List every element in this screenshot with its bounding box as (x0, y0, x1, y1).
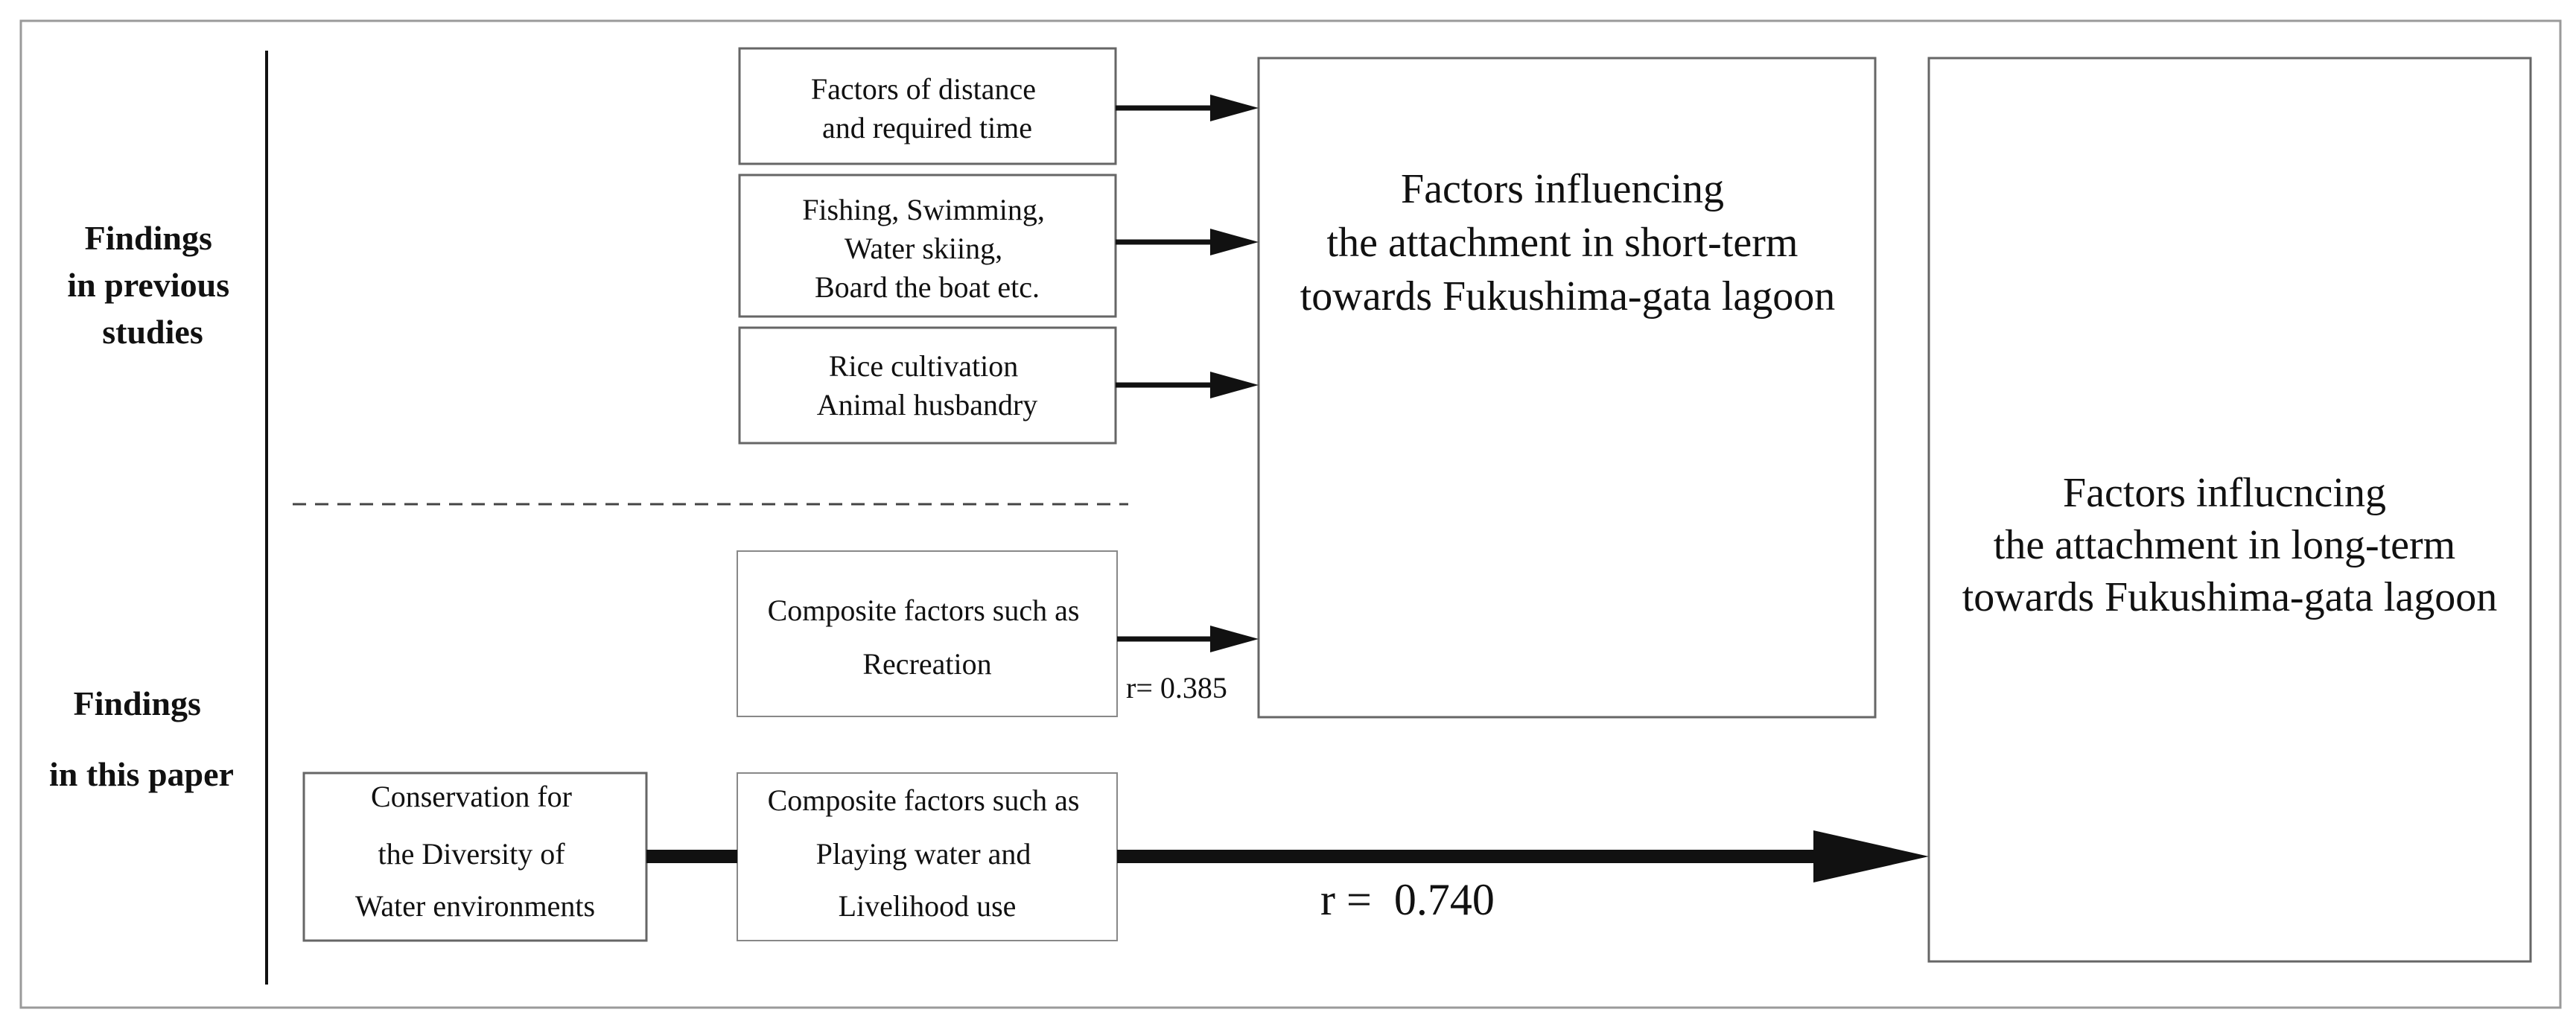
box-distance-time: Factors of distance and required time (738, 47, 1117, 165)
correlation-playing: r = 0.740 (1320, 875, 1495, 924)
svg-text:Factors influencing the: Factors influencing the attachment in sh… (1300, 166, 1836, 319)
svg-text:Factors of distance and: Factors of distance and required time (811, 72, 1043, 144)
findings-previous-label: Findings in previous studies (67, 219, 238, 351)
arrow-recreation (1117, 626, 1259, 652)
box-fishing-swimming: Fishing, Swimming, Water skiing, Board t… (738, 174, 1117, 318)
svg-text:Rice cultivation Animal: Rice cultivation Animal husbandry (817, 349, 1038, 422)
svg-text:Factors influcncing the: Factors influcncing the attachment in lo… (1962, 470, 2498, 620)
arrow-playing-long-term (1117, 830, 1929, 883)
box-recreation: Composite factors such as Recreation (737, 550, 1118, 717)
box-playing-livelihood: Composite factors such as Playing water … (737, 772, 1118, 941)
svg-text:Composite factors such as: Composite factors such as Recreation (768, 594, 1087, 681)
svg-text:Fishing, Swimming, Water: Fishing, Swimming, Water skiing, Board t… (802, 193, 1052, 304)
box-long-term: Factors influcncing the attachment in lo… (1927, 57, 2532, 963)
arrow-fishing (1116, 229, 1259, 255)
box-short-term: Factors influencing the attachment in sh… (1257, 57, 1877, 719)
box-rice-animal: Rice cultivation Animal husbandry (738, 326, 1117, 445)
svg-text:Conservation for the Div: Conservation for the Diversity of Water … (355, 780, 595, 923)
box-conservation: Conservation for the Diversity of Water … (302, 772, 648, 942)
svg-text:Composite factors such as: Composite factors such as Playing water … (768, 783, 1087, 923)
findings-this-paper-label: Findings in this paper (49, 684, 234, 793)
outer-frame (19, 19, 2562, 1009)
arrow-rice (1116, 372, 1259, 398)
arrow-distance (1116, 95, 1259, 121)
correlation-recreation: r= 0.385 (1126, 671, 1227, 705)
